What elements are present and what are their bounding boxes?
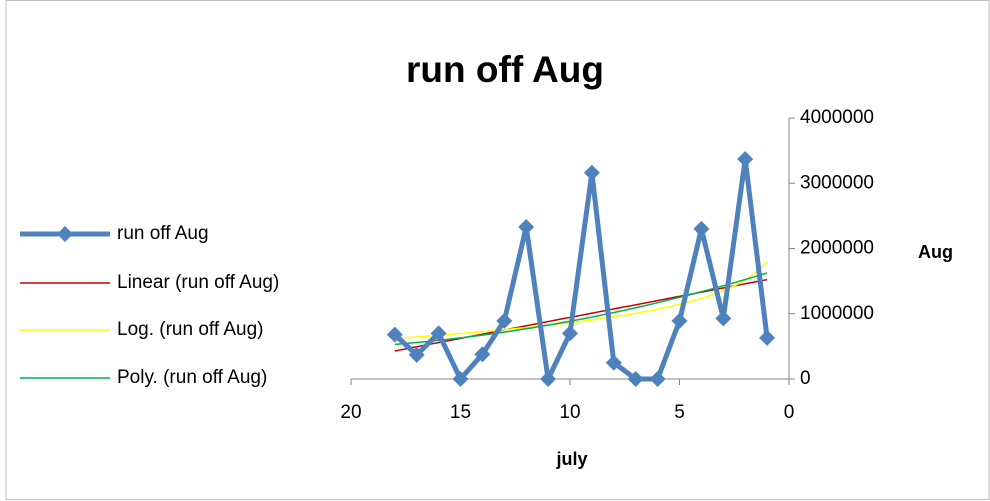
marker bbox=[605, 354, 622, 371]
x-tick-label: 20 bbox=[340, 402, 361, 423]
legend-marker bbox=[57, 226, 73, 242]
marker bbox=[496, 312, 513, 329]
y-axis-label: Aug bbox=[918, 242, 953, 262]
y-tick-label: 2000000 bbox=[800, 238, 874, 259]
legend-label: Log. (run off Aug) bbox=[117, 319, 263, 340]
series-line bbox=[393, 156, 770, 382]
marker bbox=[715, 310, 732, 327]
chart-frame bbox=[5, 0, 990, 500]
marker bbox=[430, 325, 447, 342]
marker bbox=[540, 371, 557, 387]
marker bbox=[759, 329, 776, 346]
marker bbox=[386, 326, 403, 343]
y-tick-label: 1000000 bbox=[800, 303, 874, 324]
marker bbox=[627, 371, 644, 387]
trendline bbox=[394, 260, 768, 340]
x-tick-label: 10 bbox=[559, 402, 580, 423]
marker bbox=[583, 164, 600, 181]
chart-title: run off Aug bbox=[406, 49, 604, 90]
marker bbox=[671, 312, 688, 329]
legend-label: Poly. (run off Aug) bbox=[117, 367, 267, 388]
y-tick-label: 4000000 bbox=[800, 107, 874, 128]
marker bbox=[518, 218, 535, 235]
y-tick-label: 0 bbox=[800, 368, 811, 389]
marker bbox=[474, 346, 491, 363]
trendline bbox=[394, 278, 768, 352]
marker bbox=[693, 220, 710, 237]
marker bbox=[562, 325, 578, 342]
marker bbox=[408, 346, 425, 363]
legend-label: run off Aug bbox=[117, 223, 209, 244]
marker bbox=[649, 371, 666, 387]
marker bbox=[737, 151, 754, 168]
y-tick-label: 3000000 bbox=[800, 172, 874, 193]
x-tick-label: 5 bbox=[674, 402, 685, 423]
marker bbox=[452, 371, 469, 387]
x-axis-label: july bbox=[555, 449, 587, 469]
x-tick-label: 0 bbox=[784, 402, 795, 423]
legend-label: Linear (run off Aug) bbox=[117, 272, 279, 293]
trendline bbox=[394, 272, 768, 346]
x-tick-label: 15 bbox=[450, 402, 471, 423]
